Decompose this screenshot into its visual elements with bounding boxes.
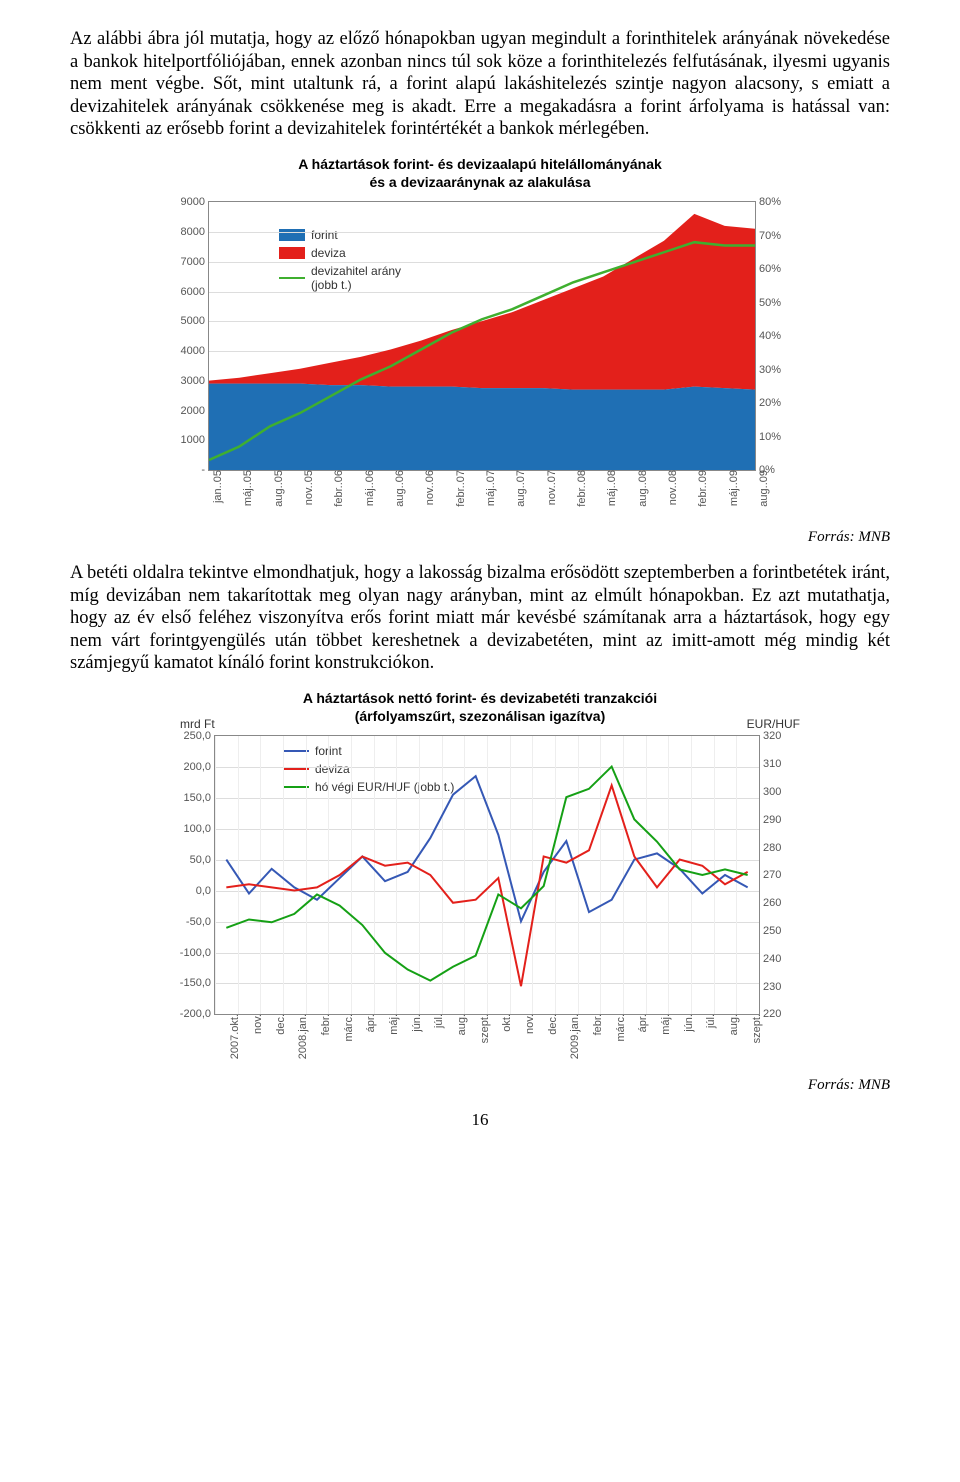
chart-2-xtick: máj. bbox=[657, 1014, 672, 1035]
chart-2-xtick: ápr. bbox=[634, 1014, 649, 1032]
chart-2-ytick-left: 50,0 bbox=[190, 854, 215, 866]
chart-1-ytick-right: 60% bbox=[755, 263, 781, 275]
chart-1-ytick-left: 5000 bbox=[181, 315, 209, 327]
chart-2-ytick-right: 320 bbox=[759, 730, 781, 742]
chart-1-xtick: aug..09 bbox=[755, 470, 770, 507]
chart-2-ytick-right: 290 bbox=[759, 814, 781, 826]
chart-2-xtick: okt. bbox=[498, 1014, 513, 1032]
chart-1-xtick: jan..05 bbox=[209, 470, 224, 503]
chart-1-xtick: máj..06 bbox=[361, 470, 376, 506]
chart-1-xtick: aug..05 bbox=[270, 470, 285, 507]
chart-2-ytick-right: 280 bbox=[759, 842, 781, 854]
chart-1-xtick: febr..09 bbox=[694, 470, 709, 507]
chart-2-xtick: júl. bbox=[430, 1014, 445, 1028]
chart-2-ytick-left: 150,0 bbox=[183, 792, 215, 804]
chart-2-ytick-right: 270 bbox=[759, 869, 781, 881]
chart-2-xtick: febr. bbox=[589, 1014, 604, 1035]
chart-1-xtick: nov..07 bbox=[543, 470, 558, 505]
chart-1-ytick-right: 20% bbox=[755, 397, 781, 409]
chart-1-xtick: febr..06 bbox=[330, 470, 345, 507]
chart-2-xtick: nov. bbox=[249, 1014, 264, 1034]
chart-2-ytick-right: 310 bbox=[759, 758, 781, 770]
chart-1-xtick: máj..05 bbox=[239, 470, 254, 506]
chart-2-xtick: febr. bbox=[317, 1014, 332, 1035]
chart-2-xtick: júl. bbox=[702, 1014, 717, 1028]
chart-2-ytick-left: -50,0 bbox=[186, 916, 215, 928]
chart-2-ytick-right: 300 bbox=[759, 786, 781, 798]
chart-2-ytick-left: 0,0 bbox=[196, 885, 215, 897]
chart-2-xtick: 2008.jan. bbox=[294, 1014, 309, 1059]
chart-2-ytick-left: 250,0 bbox=[183, 730, 215, 742]
chart-1-xtick: febr..07 bbox=[452, 470, 467, 507]
chart-2-ytick-right: 230 bbox=[759, 981, 781, 993]
chart-2-ytick-right: 240 bbox=[759, 953, 781, 965]
chart-1-xtick: nov..08 bbox=[664, 470, 679, 505]
chart-2-legend: forintdevizahó végi EUR/HUF (jobb t.) bbox=[283, 744, 454, 798]
chart-1-xtick: febr..08 bbox=[573, 470, 588, 507]
chart-2-ytick-right: 250 bbox=[759, 925, 781, 937]
chart-2-xtick: aug. bbox=[725, 1014, 740, 1035]
chart-2-xtick: márc. bbox=[612, 1014, 627, 1042]
chart-1-xtick: aug..07 bbox=[512, 470, 527, 507]
chart-1-ytick-right: 50% bbox=[755, 297, 781, 309]
chart-2-ytick-left: -200,0 bbox=[180, 1008, 215, 1020]
chart-2-ytick-left: 200,0 bbox=[183, 761, 215, 773]
chart-2-xtick: 2007.okt. bbox=[226, 1014, 241, 1059]
chart-2-ytick-left: -100,0 bbox=[180, 947, 215, 959]
paragraph-1: Az alábbi ábra jól mutatja, hogy az előz… bbox=[70, 28, 890, 141]
chart-1-ytick-left: 3000 bbox=[181, 375, 209, 387]
chart-1-ytick-left: 6000 bbox=[181, 286, 209, 298]
chart-1-ytick-right: 70% bbox=[755, 230, 781, 242]
chart-1-ytick-left: 2000 bbox=[181, 405, 209, 417]
chart-1-ytick-left: - bbox=[201, 464, 209, 476]
chart-1-xtick: aug..08 bbox=[634, 470, 649, 507]
chart-1-ytick-left: 4000 bbox=[181, 345, 209, 357]
chart-1-ytick-left: 9000 bbox=[181, 196, 209, 208]
chart-2-xtick: dec. bbox=[272, 1014, 287, 1035]
chart-1-ytick-right: 80% bbox=[755, 196, 781, 208]
chart-2-xtick: aug. bbox=[453, 1014, 468, 1035]
chart-2-xtick: nov. bbox=[521, 1014, 536, 1034]
chart-2-xtick: szept. bbox=[748, 1014, 763, 1043]
chart-1: A háztartások forint- és devizaalapú hit… bbox=[160, 155, 800, 471]
chart-1-title: A háztartások forint- és devizaalapú hit… bbox=[160, 155, 800, 191]
chart-1-ytick-left: 8000 bbox=[181, 226, 209, 238]
chart-1-xtick: nov..05 bbox=[300, 470, 315, 505]
chart-1-xtick: aug..06 bbox=[391, 470, 406, 507]
chart-1-ytick-left: 7000 bbox=[181, 256, 209, 268]
chart-1-ytick-right: 40% bbox=[755, 330, 781, 342]
chart-1-ytick-right: 30% bbox=[755, 364, 781, 376]
chart-2-title: A háztartások nettó forint- és devizabet… bbox=[160, 689, 800, 725]
chart-2-yr-unit: EUR/HUF bbox=[747, 717, 800, 731]
chart-2-ytick-left: -150,0 bbox=[180, 977, 215, 989]
chart-2-xtick: jún. bbox=[680, 1014, 695, 1032]
chart-1-xtick: máj..09 bbox=[725, 470, 740, 506]
chart-2-xtick: szept. bbox=[476, 1014, 491, 1043]
page-number: 16 bbox=[70, 1110, 890, 1130]
chart-2-source: Forrás: MNB bbox=[70, 1077, 890, 1094]
chart-1-xtick: nov..06 bbox=[421, 470, 436, 505]
chart-2-yl-unit: mrd Ft bbox=[180, 717, 215, 731]
chart-2-xtick: ápr. bbox=[362, 1014, 377, 1032]
chart-2-ytick-left: 100,0 bbox=[183, 823, 215, 835]
chart-2-xtick: máj. bbox=[385, 1014, 400, 1035]
paragraph-2: A betéti oldalra tekintve elmondhatjuk, … bbox=[70, 562, 890, 675]
chart-2-xtick: 2009.jan. bbox=[566, 1014, 581, 1059]
chart-1-ytick-right: 10% bbox=[755, 431, 781, 443]
chart-2-xtick: márc. bbox=[340, 1014, 355, 1042]
chart-2-xtick: jún. bbox=[408, 1014, 423, 1032]
chart-2-ytick-right: 260 bbox=[759, 897, 781, 909]
chart-1-source: Forrás: MNB bbox=[70, 529, 890, 546]
chart-2: mrd Ft A háztartások nettó forint- és de… bbox=[160, 689, 800, 1015]
chart-2-xtick: dec. bbox=[544, 1014, 559, 1035]
chart-1-ytick-left: 1000 bbox=[181, 434, 209, 446]
chart-1-xtick: máj..07 bbox=[482, 470, 497, 506]
chart-1-xtick: máj..08 bbox=[603, 470, 618, 506]
